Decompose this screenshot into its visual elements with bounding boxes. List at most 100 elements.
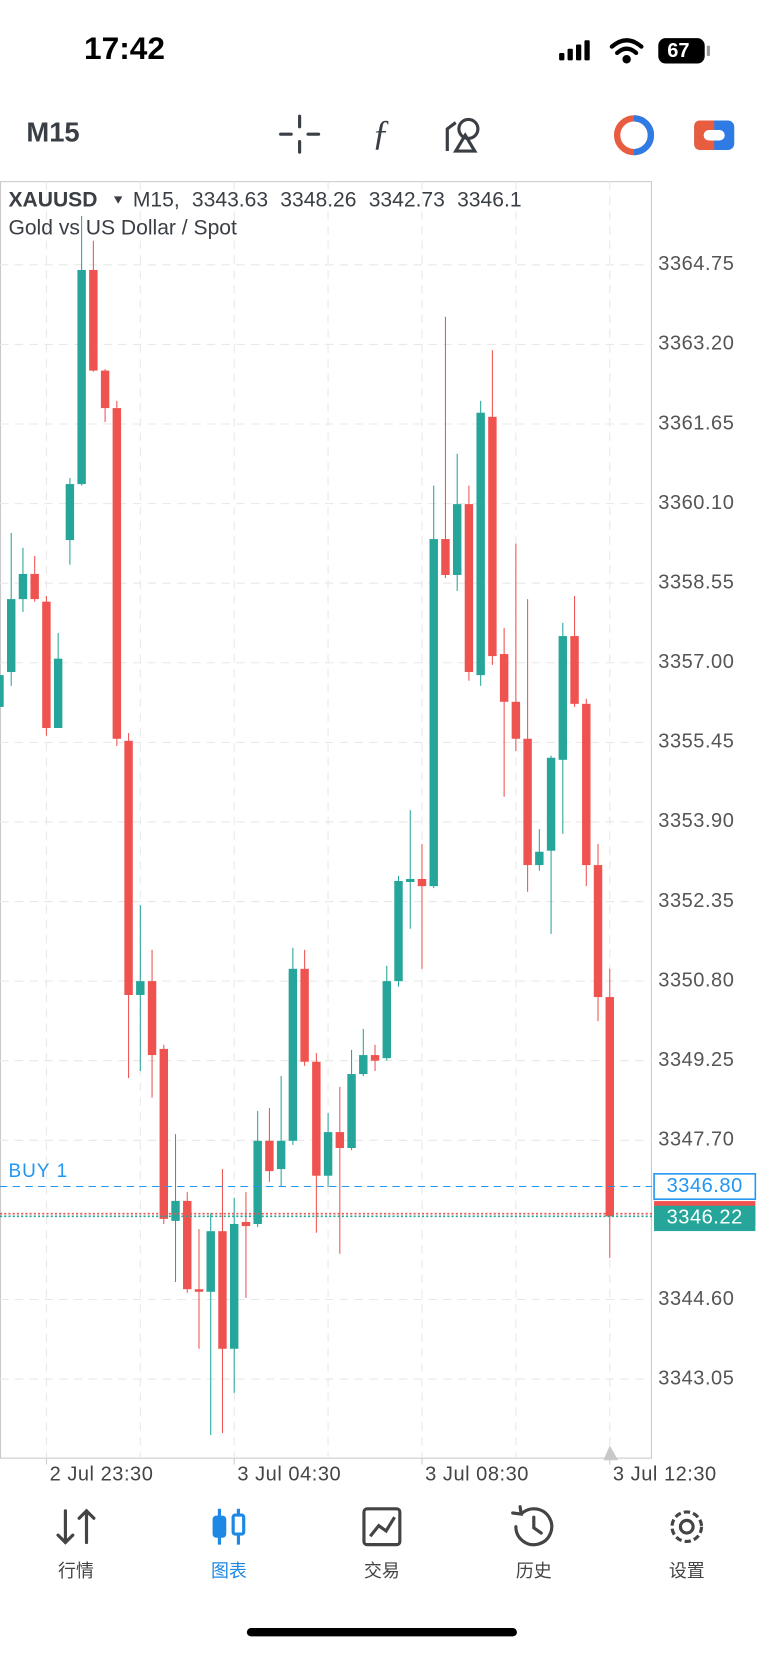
candle-body: [77, 269, 86, 485]
candle-body: [100, 370, 110, 409]
bid-price-box: [654, 1205, 756, 1232]
candle-body: [253, 1140, 262, 1224]
legend-open: 3343.63: [192, 188, 268, 211]
grid: [0, 181, 652, 1459]
candle-body: [546, 757, 556, 851]
x-tick-label: 3 Jul 12:30: [613, 1463, 717, 1485]
candle-body: [429, 539, 438, 887]
tab-label[interactable]: 图表: [211, 1561, 247, 1581]
candle-body: [476, 412, 485, 676]
chart-icon[interactable]: [212, 1508, 246, 1545]
candle-body: [30, 573, 39, 600]
trade-button[interactable]: [694, 120, 735, 151]
candle-body: [382, 981, 391, 1059]
candle-body: [359, 1055, 368, 1075]
status-time: 17:42: [84, 30, 165, 66]
y-tick-label: 3363.20: [658, 333, 734, 355]
trade-icon[interactable]: [362, 1507, 402, 1547]
candle-body: [53, 658, 63, 728]
candle-body: [229, 1223, 239, 1349]
candle-body: [65, 484, 75, 541]
y-tick-label: 3349.25: [658, 1049, 734, 1071]
candle-body: [452, 504, 462, 575]
candle-body: [194, 1289, 204, 1292]
scroll-marker: [603, 1445, 619, 1461]
x-tick-label: 3 Jul 08:30: [425, 1463, 529, 1485]
candle-body: [288, 968, 298, 1141]
symbol-description: Gold vs US Dollar / Spot: [8, 217, 237, 240]
quotes-icon[interactable]: [56, 1508, 96, 1545]
candle-body: [265, 1140, 274, 1172]
indicator-button[interactable]: ƒ: [372, 113, 390, 153]
chart-legend: XAUUSD M15, 3343.63 3348.26 3342.73 3346…: [8, 188, 521, 211]
y-tick-label: 3364.75: [658, 253, 734, 275]
tab-label[interactable]: 设置: [669, 1561, 705, 1581]
candle-body: [570, 636, 579, 704]
candle-body: [112, 408, 122, 739]
candle-body: [582, 703, 591, 866]
axes: 3343.05 3344.60 3347.70 3349.25 3350.80 3352.…: [45, 253, 757, 1485]
candle-body: [535, 851, 544, 866]
candle-body: [159, 1048, 168, 1219]
candle-body: [312, 1061, 321, 1176]
y-tick-label: 3360.10: [658, 492, 734, 514]
candle-body: [183, 1200, 192, 1290]
candle-body: [464, 504, 474, 673]
battery-level: 67: [667, 40, 689, 62]
crosshair-button[interactable]: [279, 114, 321, 154]
candle-body: [124, 740, 133, 995]
battery-tip: [706, 45, 710, 57]
order-label: BUY 1: [8, 1161, 68, 1182]
timeframe-button[interactable]: M15: [26, 116, 79, 147]
y-tick-label: 3353.90: [658, 810, 734, 832]
home-indicator: [246, 1627, 517, 1637]
legend-timeframe: M15,: [133, 188, 180, 211]
wifi-icon: [609, 38, 644, 64]
settings-icon[interactable]: [670, 1510, 704, 1544]
tab-label[interactable]: 行情: [58, 1561, 94, 1581]
candle-body: [523, 738, 532, 866]
legend-close: 3346.1: [457, 188, 521, 211]
candle-body: [605, 997, 614, 1217]
candle-body: [276, 1140, 286, 1170]
tab-label[interactable]: 交易: [364, 1561, 400, 1581]
candle-body: [136, 981, 145, 995]
candle-body: [0, 675, 4, 707]
price-lines: BUY 1: [0, 1161, 652, 1218]
y-tick-label: 3358.55: [658, 571, 734, 593]
candle-body: [171, 1200, 180, 1221]
candle-body: [300, 968, 309, 1062]
candle-body: [488, 416, 497, 657]
y-tick-label: 3350.80: [658, 969, 734, 991]
y-tick-label: 3357.00: [658, 651, 734, 673]
candle-body: [347, 1074, 356, 1149]
y-tick-label: 3352.35: [658, 890, 734, 912]
y-tick-label: 3343.05: [658, 1367, 734, 1389]
signal-button[interactable]: [613, 115, 655, 156]
candle-body: [394, 880, 403, 982]
candle-body: [441, 539, 450, 575]
candle-body: [241, 1221, 251, 1227]
candle-body: [499, 654, 509, 702]
x-tick-label: 3 Jul 04:30: [237, 1463, 341, 1485]
tab-label[interactable]: 历史: [516, 1561, 552, 1581]
candle-body: [218, 1231, 227, 1349]
symbol-dropdown[interactable]: [113, 196, 123, 204]
signal-icon: [559, 40, 590, 61]
candle-body: [147, 981, 157, 1056]
objects-button[interactable]: [445, 117, 480, 153]
candle-body: [6, 599, 16, 673]
candles: [0, 216, 614, 1436]
candle-body: [323, 1132, 333, 1176]
x-tick-label: 2 Jul 23:30: [50, 1463, 154, 1485]
tab-bar: 行情 图表 交易 历史 设置: [56, 1505, 705, 1581]
candle-body: [42, 601, 51, 728]
candle-body: [335, 1132, 345, 1149]
candle-body: [417, 878, 427, 887]
candle-body: [558, 636, 568, 760]
candle-body: [370, 1055, 380, 1061]
order-price-box: [653, 1173, 757, 1200]
y-tick-label: 3361.65: [658, 412, 734, 434]
candle-body: [406, 878, 415, 883]
history-icon[interactable]: [511, 1505, 554, 1547]
